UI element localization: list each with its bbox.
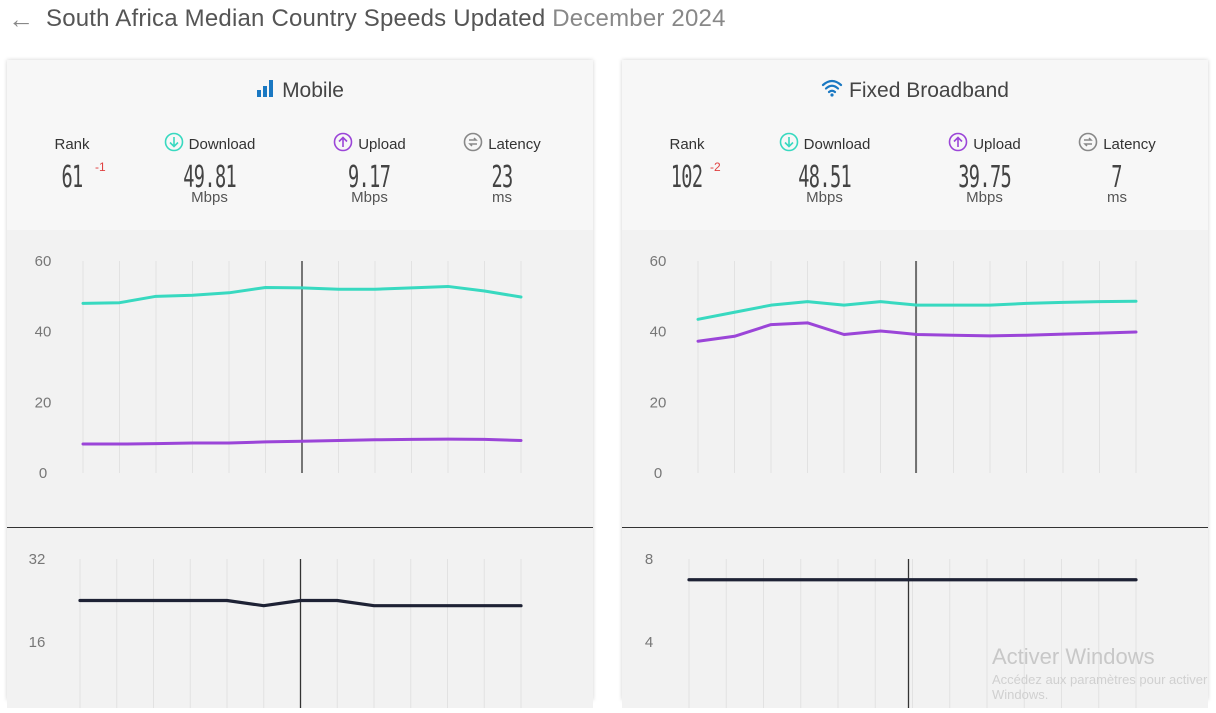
upload-icon <box>948 132 968 156</box>
download-icon <box>779 132 799 156</box>
title-main: South Africa Median Country Speeds Updat… <box>46 5 546 32</box>
mobile-latency: Latency 23 ms <box>452 132 552 206</box>
latency-icon <box>1078 132 1098 156</box>
y-tick-label: 60 <box>35 253 52 270</box>
fixed-speed-chart-area: 0 20 40 60 <box>622 230 1208 528</box>
download-label: Download <box>188 135 256 153</box>
chart-divider <box>622 527 1208 528</box>
upload-series-line <box>81 437 523 446</box>
upload-value: 9.17 <box>348 160 391 195</box>
latency-icon <box>463 132 483 156</box>
mobile-title: Mobile <box>7 78 593 104</box>
fixed-broadband-panel: Fixed Broadband Rank 102 -2 Download 48.… <box>622 60 1208 713</box>
mobile-speed-chart-area: 0 20 40 60 <box>7 230 593 528</box>
latency-label: Latency <box>488 135 541 153</box>
upload-unit: Mbps <box>966 189 1003 206</box>
y-tick-label: 40 <box>35 324 52 341</box>
y-tick-label: 40 <box>650 324 667 341</box>
arrow-left-icon[interactable]: ← <box>8 4 34 34</box>
download-label: Download <box>803 135 871 153</box>
fixed-upload: Upload 39.75 Mbps <box>927 132 1042 206</box>
mobile-latency-chart: 0163212 / 202312 / 2024 <box>29 551 523 713</box>
fixed-summary: Fixed Broadband Rank 102 -2 Download 48.… <box>622 60 1208 230</box>
upload-value: 39.75 <box>958 160 1012 195</box>
upload-series-line <box>696 321 1138 343</box>
windows-watermark: Activer Windows <box>992 644 1155 669</box>
y-tick-label: 60 <box>650 253 667 270</box>
fixed-download: Download 48.51 Mbps <box>762 132 887 206</box>
wifi-icon <box>821 78 843 104</box>
page-header: ← South Africa Median Country Speeds Upd… <box>8 2 726 36</box>
download-unit: Mbps <box>806 189 843 206</box>
latency-value: 7 <box>1111 160 1123 195</box>
fixed-rank: Rank 102 -2 <box>652 134 722 196</box>
y-tick-label: 20 <box>35 394 52 411</box>
latency-value: 23 <box>491 160 513 195</box>
upload-label: Upload <box>973 135 1021 153</box>
y-tick-label: 32 <box>29 551 46 568</box>
y-tick-label: 8 <box>645 551 653 568</box>
latency-series-line <box>78 598 523 608</box>
y-tick-label: 16 <box>29 634 46 651</box>
download-value: 49.81 <box>183 160 237 195</box>
latency-unit: ms <box>1107 189 1127 206</box>
fixed-latency: Latency 7 ms <box>1067 132 1167 206</box>
rank-label: Rank <box>669 135 705 153</box>
rank-change: -2 <box>710 160 721 174</box>
download-series-line <box>696 299 1138 321</box>
rank-value: 102 <box>671 160 703 195</box>
mobile-download: Download 49.81 Mbps <box>147 132 272 206</box>
mobile-speed-chart: 0 20 40 60 <box>35 253 523 482</box>
mobile-latency-chart-area: 0163212 / 202312 / 2024 <box>7 528 593 713</box>
signal-bars-icon <box>256 78 276 104</box>
rank-value: 61 <box>61 160 83 195</box>
title-date: December 2024 <box>552 5 726 32</box>
upload-label: Upload <box>358 135 406 153</box>
upload-unit: Mbps <box>351 189 388 206</box>
upload-icon <box>333 132 353 156</box>
mobile-rank: Rank 61 -1 <box>37 134 107 196</box>
mobile-panel: Mobile Rank 61 -1 Download 49.81 Mbps <box>7 60 593 713</box>
latency-label: Latency <box>1103 135 1156 153</box>
download-value: 48.51 <box>798 160 852 195</box>
windows-watermark-sub: Accédez aux paramètres pour activer Wind… <box>992 672 1208 702</box>
chart-divider <box>7 527 593 528</box>
y-tick-label: 20 <box>650 394 667 411</box>
page-title: South Africa Median Country Speeds Updat… <box>46 5 726 33</box>
mobile-summary: Mobile Rank 61 -1 Download 49.81 Mbps <box>7 60 593 230</box>
fixed-speed-chart: 0 20 40 60 <box>650 253 1138 482</box>
mobile-upload: Upload 9.17 Mbps <box>312 132 427 206</box>
download-icon <box>164 132 184 156</box>
latency-unit: ms <box>492 189 512 206</box>
mobile-title-label: Mobile <box>282 79 344 102</box>
fixed-latency-chart-area: 04812 / 202312 / 2024 <box>622 528 1208 713</box>
y-tick-label: 4 <box>645 634 653 651</box>
rank-label: Rank <box>54 135 90 153</box>
fixed-title-label: Fixed Broadband <box>849 79 1009 102</box>
download-unit: Mbps <box>191 189 228 206</box>
y-tick-label: 0 <box>654 465 662 482</box>
rank-change: -1 <box>95 160 106 174</box>
y-tick-label: 0 <box>39 465 47 482</box>
fixed-title: Fixed Broadband <box>622 78 1208 104</box>
download-series-line <box>81 284 523 305</box>
